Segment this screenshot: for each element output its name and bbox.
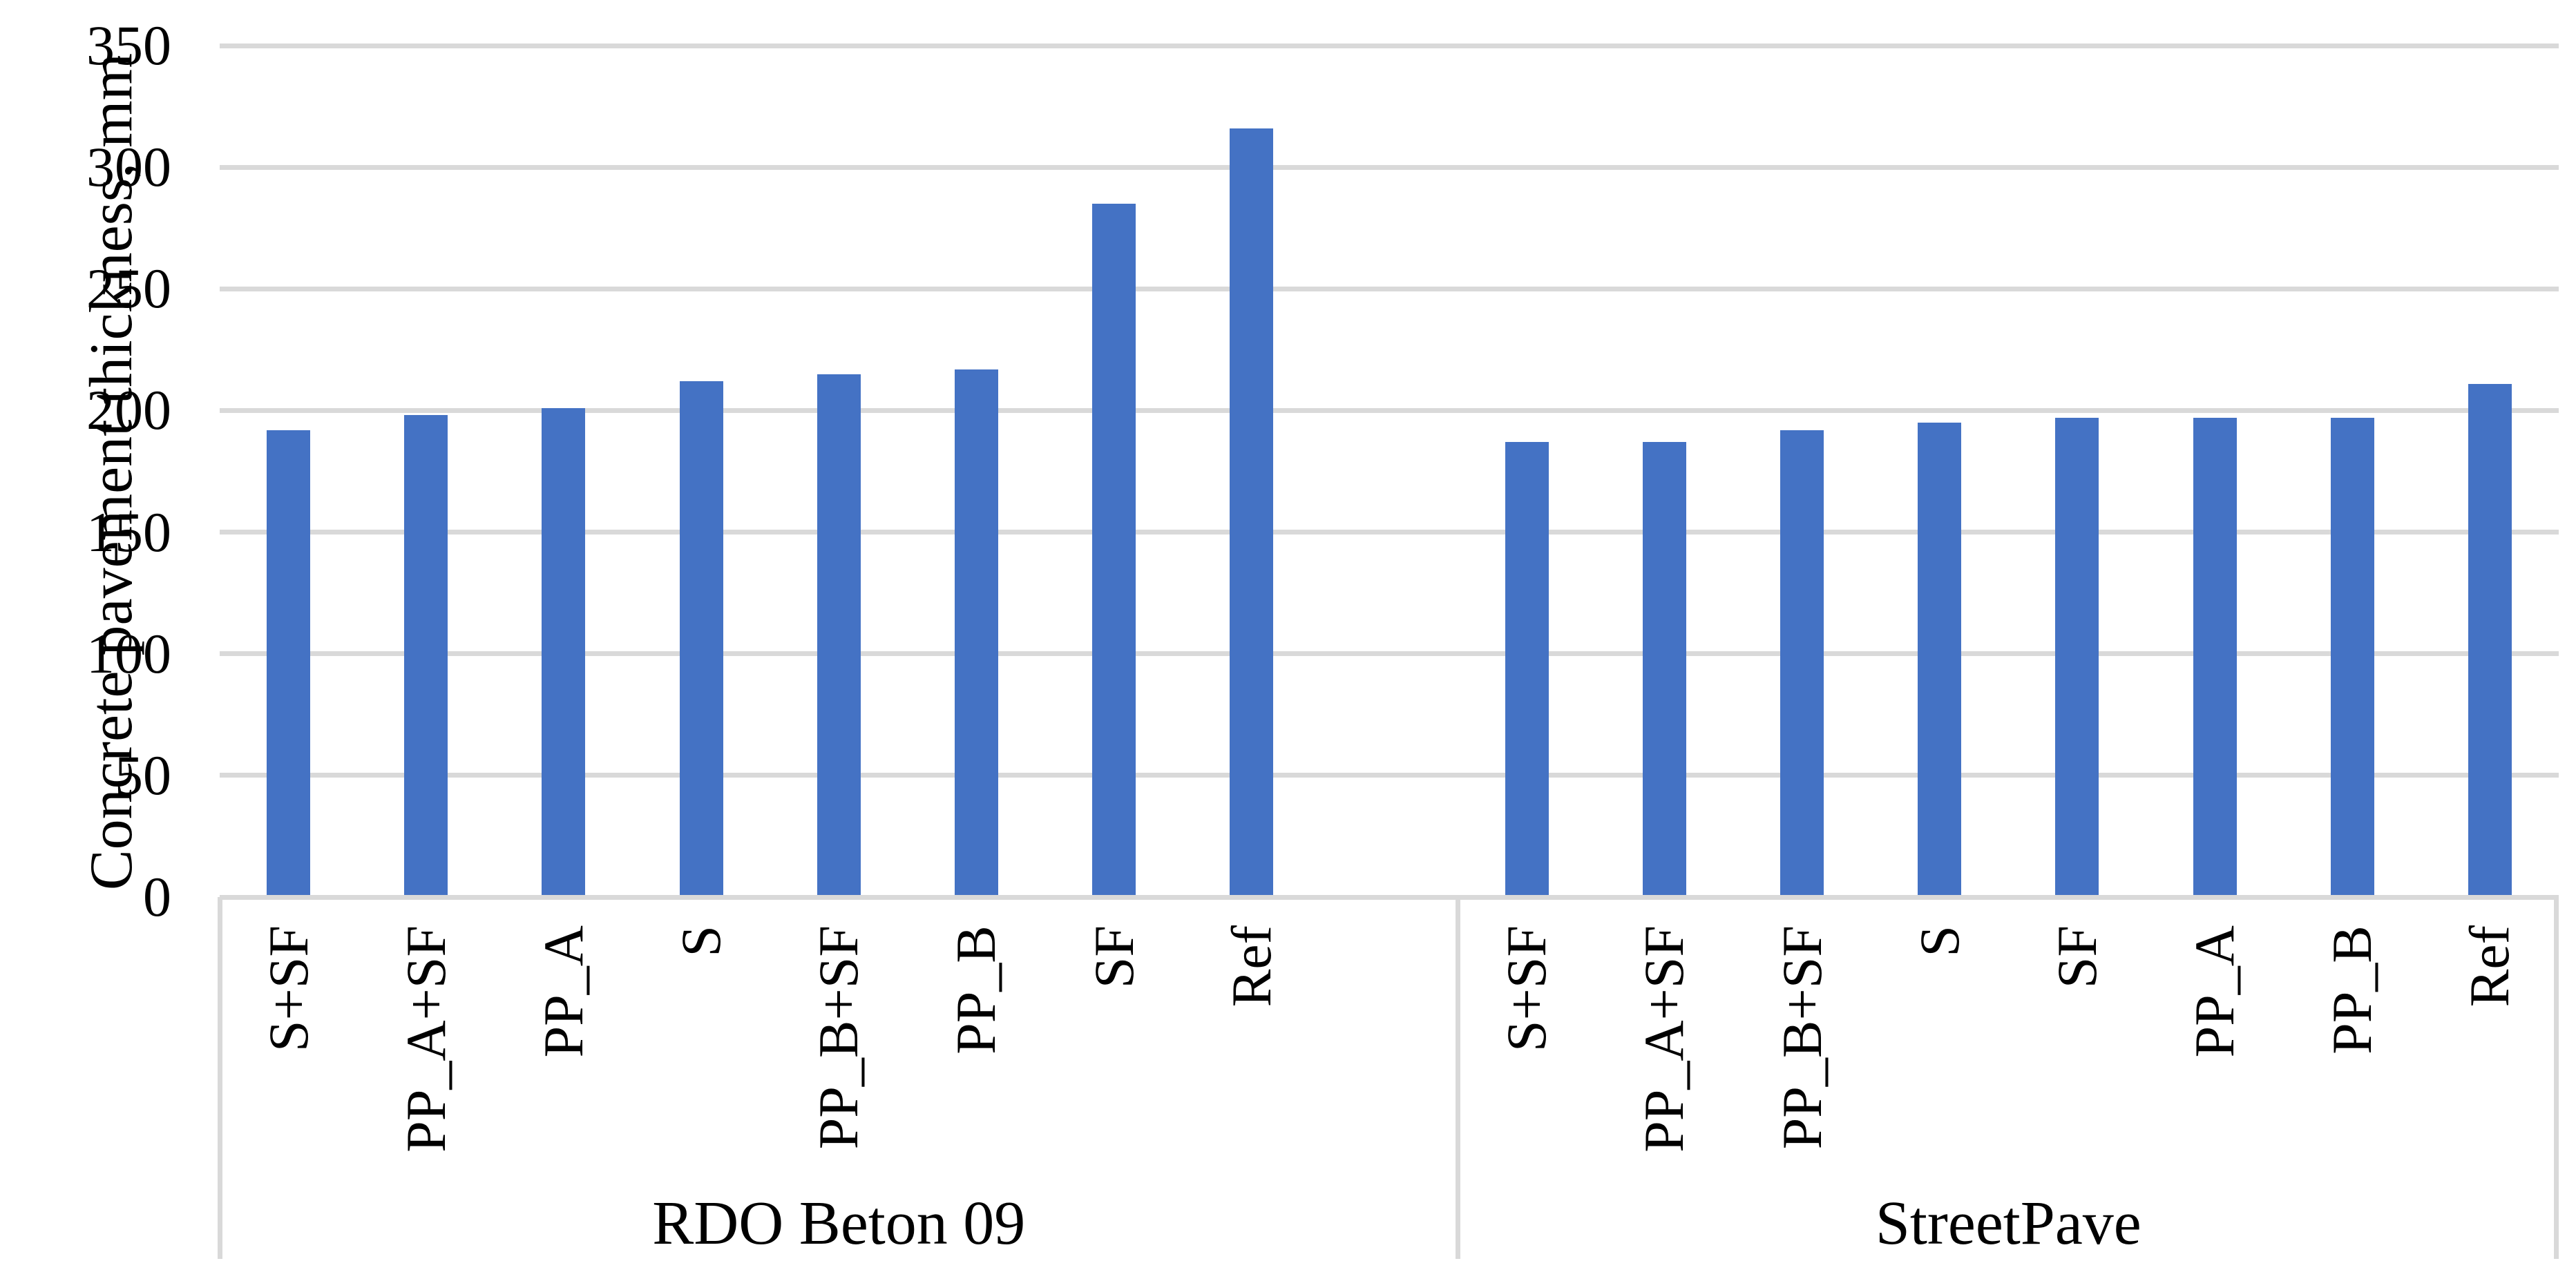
y-tick-label-350: 350 xyxy=(86,14,171,77)
x-group-label-streetpave: StreetPave xyxy=(1875,1189,2141,1258)
bar-streetpave-PP_B xyxy=(2330,417,2374,897)
bar-rdo-beton-09-PP_A xyxy=(542,407,586,897)
bar-streetpave-PP_B+SF xyxy=(1780,430,1824,897)
bar-streetpave-PP_A+SF xyxy=(1642,442,1686,897)
gridline-350 xyxy=(220,43,2559,48)
y-tick-label-250: 250 xyxy=(86,257,171,320)
x-axis-line xyxy=(220,894,2559,900)
group-divider-line xyxy=(1456,897,1461,1259)
gridline-200 xyxy=(220,407,2559,413)
bar-rdo-beton-09-PP_B xyxy=(954,369,998,897)
gridline-150 xyxy=(220,530,2559,535)
bar-rdo-beton-09-PP_B+SF xyxy=(817,374,861,897)
axis-frame-right-border xyxy=(2554,897,2559,1259)
bar-rdo-beton-09-S+SF xyxy=(267,430,311,897)
x-group-label-rdo-beton-09: RDO Beton 09 xyxy=(652,1189,1026,1258)
y-tick-label-0: 0 xyxy=(143,865,171,928)
axis-frame-left-border xyxy=(217,897,222,1259)
gridline-300 xyxy=(220,164,2559,170)
gridline-100 xyxy=(220,651,2559,657)
y-tick-label-300: 300 xyxy=(86,135,171,199)
y-tick-label-150: 150 xyxy=(86,500,171,564)
y-tick-label-100: 100 xyxy=(86,622,171,685)
bar-streetpave-S xyxy=(1918,423,1962,897)
bar-rdo-beton-09-SF xyxy=(1092,203,1136,897)
y-tick-label-200: 200 xyxy=(86,378,171,442)
bar-streetpave-PP_A xyxy=(2193,417,2237,897)
y-tick-label-50: 50 xyxy=(115,743,171,807)
bar-streetpave-S+SF xyxy=(1505,442,1549,897)
bar-streetpave-Ref xyxy=(2468,383,2512,897)
gridline-250 xyxy=(220,286,2559,291)
bar-rdo-beton-09-S xyxy=(679,381,723,897)
gridline-50 xyxy=(220,773,2559,778)
bar-rdo-beton-09-Ref xyxy=(1230,128,1274,897)
bar-streetpave-SF xyxy=(2055,417,2099,897)
bar-rdo-beton-09-PP_A+SF xyxy=(404,415,448,897)
